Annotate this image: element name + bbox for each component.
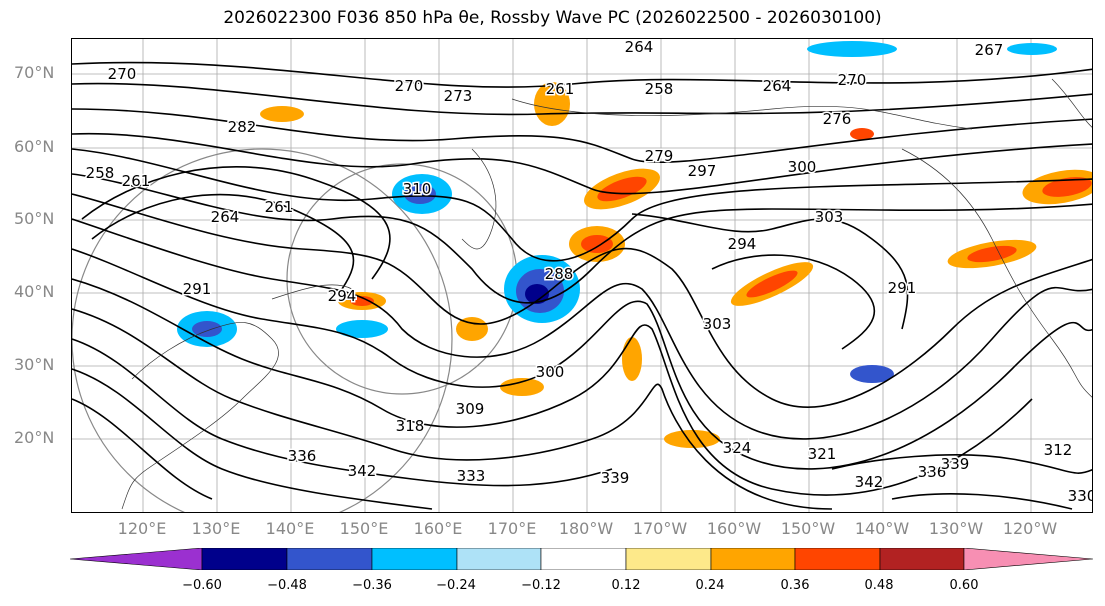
- contour-label: 333: [457, 467, 486, 485]
- contour-label: 300: [536, 363, 565, 381]
- theta-e-contours: [72, 61, 1092, 510]
- colorbar-tick-label: 0.36: [780, 578, 810, 593]
- colorbar-tick-label: 0.60: [949, 578, 979, 593]
- contour-label: 312: [1044, 441, 1073, 459]
- colorbar-tick-label: −0.48: [267, 578, 307, 593]
- contour-label: 330: [1068, 487, 1093, 505]
- contour-label: 297: [688, 162, 717, 180]
- map-title: 2026022300 F036 850 hPa θe, Rossby Wave …: [223, 8, 882, 28]
- contour-labels: 264 267 270 270 273 261 258 264 270 276 282 279 297 3…: [84, 39, 1093, 507]
- lon-label-170w: 170°W: [632, 519, 688, 538]
- colorbar-extend-high: [963, 548, 1094, 570]
- lat-label-40n: 40°N: [14, 282, 55, 301]
- lat-label-20n: 20°N: [14, 428, 55, 447]
- lon-label-160w: 160°W: [706, 519, 762, 538]
- anomaly-shading: [177, 41, 1092, 448]
- contour-label: 324: [723, 439, 752, 457]
- contour-label: 288: [545, 265, 574, 283]
- colorbar-segment: [540, 548, 627, 570]
- lon-label-180w: 180°W: [558, 519, 614, 538]
- colorbar-tick-label: −0.60: [182, 578, 222, 593]
- contour-label: 342: [855, 473, 884, 491]
- contour-label: 264: [625, 39, 654, 56]
- colorbar-segment: [456, 548, 542, 570]
- lon-label-130w: 130°W: [928, 519, 984, 538]
- colorbar-extend-low: [70, 548, 203, 570]
- contour-label: 303: [703, 315, 732, 333]
- lat-label-50n: 50°N: [14, 209, 55, 228]
- lon-label-150w: 150°W: [780, 519, 836, 538]
- contour-label: 279: [645, 147, 674, 165]
- contour-label: 291: [183, 280, 212, 298]
- contour-label: 261: [122, 172, 151, 190]
- contour-label: 294: [328, 287, 357, 305]
- colorbar-tick-label: −0.36: [352, 578, 392, 593]
- lon-label-140w: 140°W: [854, 519, 910, 538]
- contour-label: 267: [975, 41, 1004, 59]
- map-canvas: 264 267 270 270 273 261 258 264 270 276 282 279 297 3…: [72, 39, 1093, 512]
- contour-label: 276: [823, 110, 852, 128]
- contour-label: 258: [645, 80, 674, 98]
- lat-label-60n: 60°N: [14, 137, 55, 156]
- contour-label: 282: [228, 118, 257, 136]
- colorbar-segment: [794, 548, 881, 570]
- lat-label-30n: 30°N: [14, 355, 55, 374]
- contour-label: 258: [86, 164, 115, 182]
- colorbar-tick-label: −0.24: [436, 578, 476, 593]
- contour-label: 336: [918, 463, 947, 481]
- contour-label: 273: [444, 87, 473, 105]
- lon-label-170e: 170°E: [487, 519, 537, 538]
- contour-label: 339: [941, 455, 970, 473]
- colorbar: [70, 548, 1094, 570]
- contour-label: 270: [838, 71, 867, 89]
- colorbar-segment: [710, 548, 796, 570]
- contour-label: 270: [108, 65, 137, 83]
- contour-label: 291: [888, 279, 917, 297]
- lon-label-160e: 160°E: [413, 519, 463, 538]
- colorbar-segment: [286, 548, 373, 570]
- lon-label-140e: 140°E: [265, 519, 315, 538]
- lon-label-150e: 150°E: [339, 519, 389, 538]
- contour-label: 261: [265, 198, 294, 216]
- lon-label-120w: 120°W: [1002, 519, 1058, 538]
- colorbar-segment: [371, 548, 458, 570]
- contour-label: 342: [348, 462, 377, 480]
- colorbar-tick-label: −0.12: [521, 578, 561, 593]
- contour-label: 264: [211, 208, 240, 226]
- contour-label: 309: [456, 400, 485, 418]
- contour-label: 264: [763, 77, 792, 95]
- contour-label: 303: [815, 208, 844, 226]
- coastlines: [121, 78, 1092, 510]
- lon-label-130e: 130°E: [191, 519, 241, 538]
- map-panel: 264 267 270 270 273 261 258 264 270 276 282 279 297 3…: [71, 38, 1093, 513]
- contour-label: 270: [395, 77, 424, 95]
- contour-label: 318: [396, 417, 425, 435]
- colorbar-segment: [201, 548, 288, 570]
- contour-label: 294: [728, 235, 757, 253]
- contour-label: 310: [403, 180, 432, 198]
- contour-label: 300: [788, 158, 817, 176]
- contour-label: 261: [546, 80, 575, 98]
- lat-label-70n: 70°N: [14, 63, 55, 82]
- contour-label: 336: [288, 447, 317, 465]
- colorbar-tick-label: 0.12: [611, 578, 641, 593]
- colorbar-segment: [625, 548, 712, 570]
- colorbar-tick-label: 0.24: [695, 578, 725, 593]
- contour-label: 321: [808, 445, 837, 463]
- contour-label: 339: [601, 469, 630, 487]
- colorbar-segment: [879, 548, 965, 570]
- lon-label-120e: 120°E: [117, 519, 167, 538]
- colorbar-tick-label: 0.48: [864, 578, 894, 593]
- graticule: [72, 39, 1092, 512]
